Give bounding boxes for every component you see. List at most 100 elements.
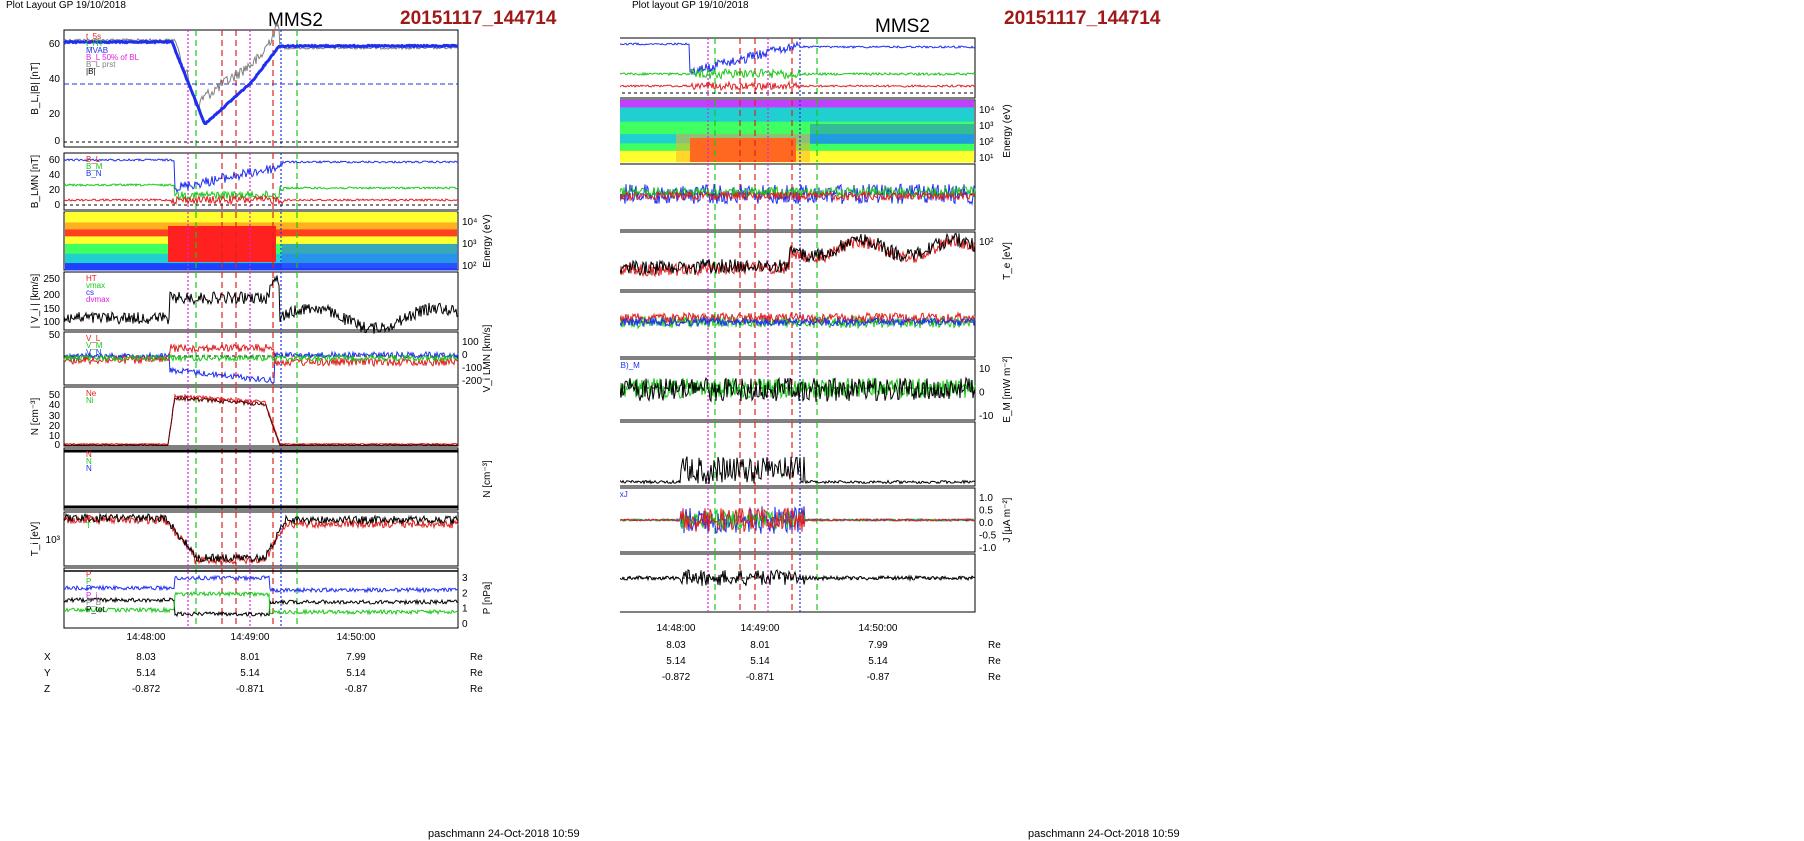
y-tick-label: 40 [49, 74, 61, 85]
series-B-magnitude [63, 22, 459, 112]
spectrogram-band [65, 263, 457, 271]
right-layout-label: Plot layout GP 19/10/2018 [632, 0, 749, 11]
panel-frame-9 [620, 553, 976, 613]
legend-entry: -(VexB)_M [620, 361, 640, 370]
panel-frame-5 [620, 291, 976, 358]
left-event-title: 20151117_144714 [400, 8, 557, 29]
x-tick-label: 14:49:00 [231, 632, 270, 643]
ephemeris-value: 5.14 [136, 668, 156, 679]
spectrogram-band [65, 212, 457, 223]
legend-entry: T [86, 514, 91, 523]
series-J-magnitude [620, 456, 976, 485]
series-P_i [63, 596, 459, 618]
y-tick-label: 0 [54, 200, 60, 211]
legend-entry: N [86, 457, 92, 466]
series-J_N [620, 507, 976, 532]
ephemeris-value: -0.87 [345, 684, 368, 695]
series-B_M [63, 183, 459, 201]
spectrogram-band [620, 107, 974, 123]
panel-frame-4 [620, 231, 976, 291]
series-V_M [620, 185, 976, 199]
panel-frame-1 [620, 37, 976, 99]
series-VexB_M [620, 376, 976, 403]
y-tick-label: 50 [49, 330, 61, 341]
series-T_i-par [63, 514, 459, 566]
y-tick-label-right: 10² [979, 137, 994, 148]
y-tick-label: 60 [49, 155, 61, 166]
y-tick-label: 20 [49, 185, 61, 196]
ephemeris-value: 7.99 [868, 640, 888, 651]
y-tick-label: 60 [49, 39, 61, 50]
series-JdotE [620, 569, 976, 586]
y-axis-label-right: Energy (eV) [482, 214, 493, 267]
panel-frame-3 [620, 163, 976, 231]
y-tick-label: 50 [49, 390, 61, 401]
ephemeris-label: X [44, 652, 51, 663]
ephemeris-value: 8.01 [750, 640, 770, 651]
legend-entry: V_N [86, 348, 102, 357]
y-tick-label: 100 [43, 317, 60, 328]
legend-entry: N [86, 464, 92, 473]
panel-frame-2 [63, 152, 459, 211]
legend-entry: MVAB [86, 46, 108, 55]
series-P_B [64, 590, 459, 616]
y-tick-label-right: 10³ [462, 239, 477, 250]
ephemeris-unit: Re [988, 656, 1001, 667]
series-T_i [63, 512, 458, 564]
y-axis-label-right: Energy (eV) [1002, 104, 1013, 157]
x-tick-label: 14:50:00 [859, 623, 898, 634]
x-tick-label: 14:50:00 [337, 632, 376, 643]
series-V_L [63, 350, 459, 384]
ephemeris-label: Y [44, 668, 51, 679]
series-B_N [620, 80, 976, 91]
panel-frame-8 [63, 511, 459, 567]
y-axis-label-right: E_M [mW m⁻²] [1002, 356, 1013, 423]
y-tick-label-right: -10 [979, 411, 994, 422]
legend-entry: |B| [86, 67, 96, 76]
y-axis-label-right: J [μA m⁻²] [1002, 497, 1013, 542]
legend-entry: P_i [86, 591, 98, 600]
series-E_L [620, 316, 976, 328]
spectrogram-cold-region [810, 124, 974, 144]
legend-entry: V_M [86, 341, 103, 350]
ephemeris-label: Z [44, 684, 50, 695]
y-tick-label-right: 0.5 [979, 506, 993, 517]
ephemeris-value: 7.99 [346, 652, 366, 663]
y-axis-label: | V_i | [km/s] [30, 273, 41, 328]
ephemeris-value: -0.872 [132, 684, 161, 695]
ephemeris-value: 8.01 [240, 652, 260, 663]
y-tick-label: 200 [43, 290, 60, 301]
legend-entry: t_maxJ [620, 490, 628, 499]
panel-frame-7 [63, 447, 459, 511]
panel-frame-9 [63, 567, 459, 629]
y-axis-label-right: P [nPa] [482, 581, 493, 614]
legend-entry: B_L prst [86, 60, 116, 69]
legend-entry: B_L [86, 155, 101, 164]
y-tick-label-right: 0.0 [979, 518, 993, 529]
legend-entry: P [86, 584, 91, 593]
ephemeris-unit: Re [470, 684, 483, 695]
legend-entry: t_5s [86, 32, 101, 41]
y-tick-label-right: 10² [462, 261, 477, 272]
y-tick-label-right: 10⁴ [979, 105, 994, 116]
y-axis-label: T_i [eV] [30, 522, 41, 557]
y-tick-label-right: 3 [462, 573, 468, 584]
y-tick-label: 30 [49, 411, 61, 422]
ephemeris-unit: Re [470, 668, 483, 679]
y-tick-label-right: 10⁴ [462, 217, 477, 228]
series-B_L [62, 39, 459, 126]
y-axis-label-right: V_i LMN [km/s] [482, 324, 493, 392]
right-footer: paschmann 24-Oct-2018 10:59 [1028, 828, 1180, 840]
ephemeris-value: 5.14 [666, 656, 686, 667]
series-B_L [63, 158, 458, 193]
y-tick-label-right: -0.5 [979, 531, 997, 542]
y-tick-label-right: 0 [462, 350, 468, 361]
y-tick-label: 10 [49, 431, 61, 442]
y-tick-label: 150 [43, 304, 60, 315]
ephemeris-unit: Re [470, 652, 483, 663]
panel-frame-4 [63, 271, 459, 331]
y-tick-label-right: 10² [979, 237, 994, 248]
panel-frame-8 [620, 487, 976, 553]
ephemeris-value: -0.871 [236, 684, 265, 695]
